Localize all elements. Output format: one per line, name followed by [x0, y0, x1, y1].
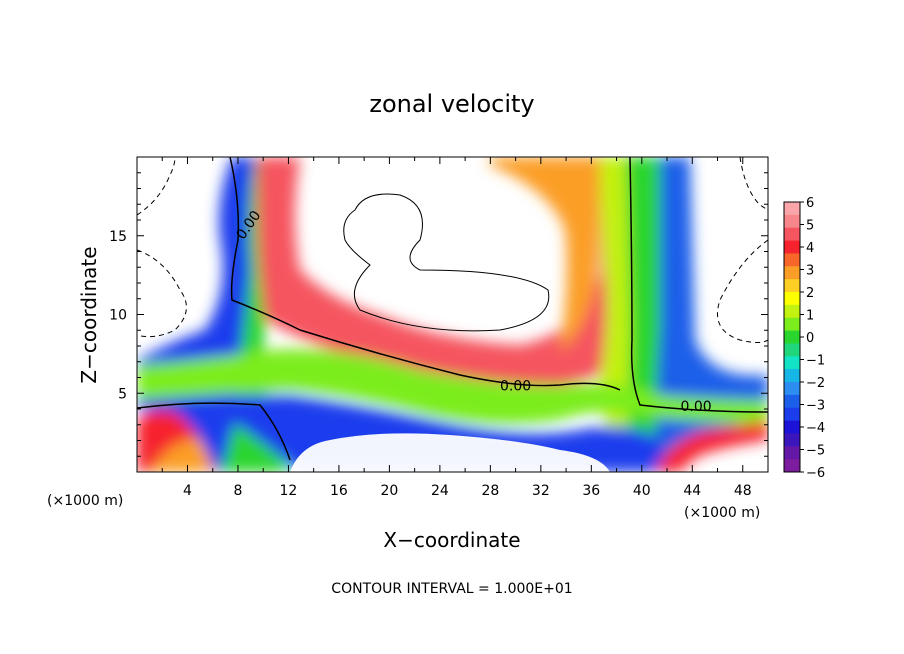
colorbar-swatch: [784, 227, 800, 242]
contour-label: 0.00: [680, 399, 711, 415]
x-tick-label: 48: [734, 483, 752, 499]
colorbar-label: 5: [806, 219, 814, 234]
colorbar-label: −4: [806, 421, 825, 436]
colorbar-swatch: [784, 304, 800, 319]
y-tick-label: 5: [118, 386, 127, 402]
negative-contour: [137, 249, 187, 338]
colorbar-swatch: [784, 330, 800, 344]
field-region: [256, 157, 640, 390]
colorbar-swatch: [784, 420, 800, 434]
field-region: [290, 433, 610, 472]
y-tick-label: 10: [109, 308, 127, 324]
colorbar-label: −3: [806, 399, 825, 414]
x-tick-label: 8: [233, 483, 242, 499]
colorbar-swatch: [784, 240, 800, 254]
colorbar-label: 2: [806, 286, 814, 301]
colorbar-label: 1: [806, 309, 814, 324]
field-region: [220, 157, 290, 472]
contour-label: 0.00: [500, 378, 531, 394]
colorbar-label: 3: [806, 264, 814, 279]
positive-contour: [343, 193, 550, 332]
colorbar-swatch: [784, 394, 800, 409]
colorbar-swatch: [784, 279, 800, 293]
x-unit-right: (×1000 m): [684, 505, 760, 521]
colorbar-swatch: [784, 459, 800, 473]
velocity-field: [137, 157, 768, 472]
colorbar-label: −5: [806, 444, 825, 459]
x-tick-label: 24: [431, 483, 449, 499]
colorbar-swatch: [784, 343, 800, 357]
colorbar-swatch: [784, 356, 800, 370]
x-tick-label: 16: [330, 483, 348, 499]
field-region: [490, 157, 600, 350]
colorbar-swatch: [784, 202, 800, 216]
x-tick-label: 28: [481, 483, 499, 499]
x-tick-label: 40: [633, 483, 651, 499]
y-tick-label: 15: [109, 229, 127, 245]
colorbar-label: 0: [806, 331, 814, 346]
colorbar-swatch: [784, 407, 800, 422]
zero-contour: [137, 402, 291, 461]
x-tick-label: 12: [280, 483, 298, 499]
field-region: [137, 349, 768, 425]
colorbar-label: −6: [806, 466, 825, 481]
x-tick-label: 32: [532, 483, 550, 499]
colorbar-swatch: [784, 253, 800, 267]
x-tick-label: 20: [380, 483, 398, 499]
chart-title: zonal velocity: [369, 90, 534, 118]
colorbar-swatch: [784, 317, 800, 332]
y-axis-title: Z−coordinate: [77, 246, 101, 383]
colorbar-swatch: [784, 214, 800, 229]
x-tick-label: 44: [683, 483, 701, 499]
colorbar-swatch: [784, 369, 800, 383]
x-unit-left: (×1000 m): [47, 493, 123, 509]
colorbar-label: −1: [806, 354, 825, 369]
colorbar-swatch: [784, 446, 800, 460]
colorbar-swatch: [784, 382, 800, 396]
zero-contour: [229, 157, 621, 391]
colorbar-swatch: [784, 266, 800, 280]
negative-contour: [717, 239, 768, 343]
field-region: [655, 420, 768, 472]
x-tick-label: 36: [582, 483, 600, 499]
zero-contour: [629, 157, 768, 413]
colorbar-label: 4: [806, 241, 814, 256]
contour-interval-note: CONTOUR INTERVAL = 1.000E+01: [331, 581, 572, 597]
colorbar-label: −2: [806, 376, 825, 391]
colorbar: 6 5 4 3 2 1 0 −1 −2 −3 −4 −5 −6: [783, 196, 825, 481]
field-region: [655, 157, 768, 472]
negative-contour: [137, 157, 176, 216]
colorbar-label: 6: [806, 196, 814, 211]
colorbar-swatch: [784, 292, 800, 306]
colorbar-swatch: [784, 433, 800, 447]
x-axis-title: X−coordinate: [383, 528, 520, 552]
x-tick-label: 4: [183, 483, 192, 499]
